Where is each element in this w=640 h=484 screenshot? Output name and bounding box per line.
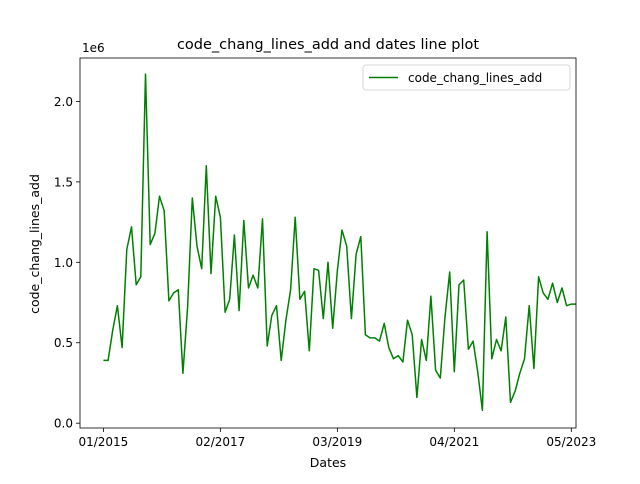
chart-title: code_chang_lines_add and dates line plot xyxy=(177,37,479,53)
y-axis-offset-label: 1e6 xyxy=(82,41,105,55)
plot-area: 01/2015 02/2017 03/2019 04/2021 05/2023 0.0 0.… xyxy=(54,57,596,449)
series-line-0 xyxy=(103,73,576,412)
y-tick-label: 0.0 xyxy=(54,417,73,431)
y-tick-label: 1.5 xyxy=(54,175,73,189)
x-tick-label: 02/2017 xyxy=(195,435,245,449)
legend-label: code_chang_lines_add xyxy=(408,71,542,85)
axes-frame xyxy=(79,57,577,429)
x-tick-label: 05/2023 xyxy=(546,435,596,449)
x-tick-label: 04/2021 xyxy=(429,435,479,449)
legend: code_chang_lines_add xyxy=(362,64,571,91)
y-axis-label: code_chang_lines_add xyxy=(27,174,42,314)
x-tick-label: 03/2019 xyxy=(312,435,362,449)
y-tick-label: 2.0 xyxy=(54,95,73,109)
x-axis-label: Dates xyxy=(310,455,346,470)
legend-box xyxy=(362,64,571,91)
y-tick-label: 0.5 xyxy=(54,336,73,350)
x-tick-label: 01/2015 xyxy=(78,435,128,449)
y-tick-label: 1.0 xyxy=(54,256,73,270)
